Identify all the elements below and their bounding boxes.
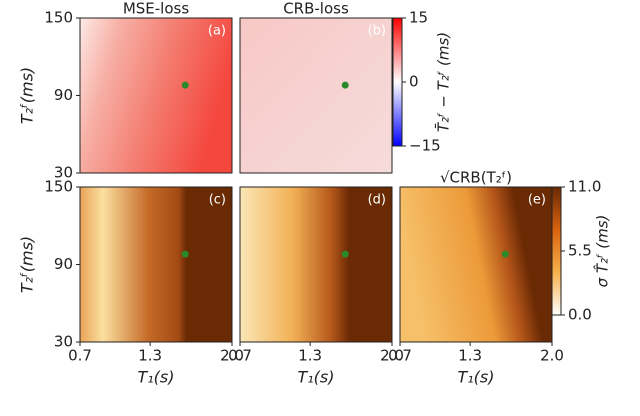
heatmap (80, 187, 232, 342)
colorbar-label: T̄₂ᶠ − T₂ᶠ (ms) (434, 32, 453, 132)
panel-label: (d) (368, 193, 386, 208)
x-tick-label: 0.7 (228, 347, 252, 365)
marker (181, 250, 189, 258)
colorbar-tick-label: 15 (409, 9, 428, 27)
y-axis-label: T₂ᶠ(ms) (18, 67, 37, 124)
x-tick-label: 1.3 (458, 347, 482, 365)
x-tick-label: 0.7 (388, 347, 412, 365)
y-tick-label: 150 (44, 9, 73, 27)
axes-frame (239, 17, 393, 174)
x-axis-label: T₁(s) (137, 368, 174, 387)
y-tick-label: 150 (44, 178, 73, 196)
heatmap (400, 187, 552, 342)
marker (181, 81, 189, 89)
panel-title: MSE-loss (123, 0, 190, 18)
x-tick-label: 1.3 (298, 347, 322, 365)
colorbar-tick-label: −15 (409, 137, 441, 155)
heatmap (80, 18, 232, 173)
y-tick-label: 90 (54, 86, 73, 104)
marker (341, 250, 349, 258)
y-axis-label: T₂ᶠ(ms) (18, 236, 37, 293)
heatmap (240, 18, 392, 173)
panel-label: (b) (368, 24, 386, 39)
x-axis-label: T₁(s) (457, 368, 494, 387)
panel-label: (a) (208, 24, 226, 39)
colorbar-tick-label: 5.5 (568, 242, 592, 260)
y-tick-label: 90 (54, 255, 73, 273)
y-tick-label: 30 (54, 164, 73, 182)
colorbar-tick-label: 11.0 (568, 178, 601, 196)
heatmap (240, 187, 392, 342)
x-tick-label: 2.0 (380, 347, 404, 365)
marker (341, 81, 349, 89)
colorbar-tick-label: 0.0 (568, 306, 592, 324)
x-tick-label: 2.0 (220, 347, 244, 365)
colorbar (392, 17, 403, 147)
colorbar-label: σ T̂₂ᶠ (ms) (593, 215, 612, 288)
x-axis-label: T₁(s) (297, 368, 334, 387)
panel-title: √CRB(T₂ᶠ) (440, 169, 512, 187)
axes-frame (239, 186, 393, 343)
marker (501, 250, 509, 258)
colorbar-tick-label: 0 (409, 73, 419, 91)
colorbar (551, 186, 562, 316)
panel-title: CRB-loss (283, 0, 349, 18)
x-tick-label: 1.3 (138, 347, 162, 365)
y-tick-label: 30 (54, 333, 73, 351)
panel-label: (c) (209, 193, 226, 208)
x-tick-label: 2.0 (540, 347, 564, 365)
x-tick-label: 0.7 (68, 347, 92, 365)
panel-label: (e) (528, 193, 546, 208)
